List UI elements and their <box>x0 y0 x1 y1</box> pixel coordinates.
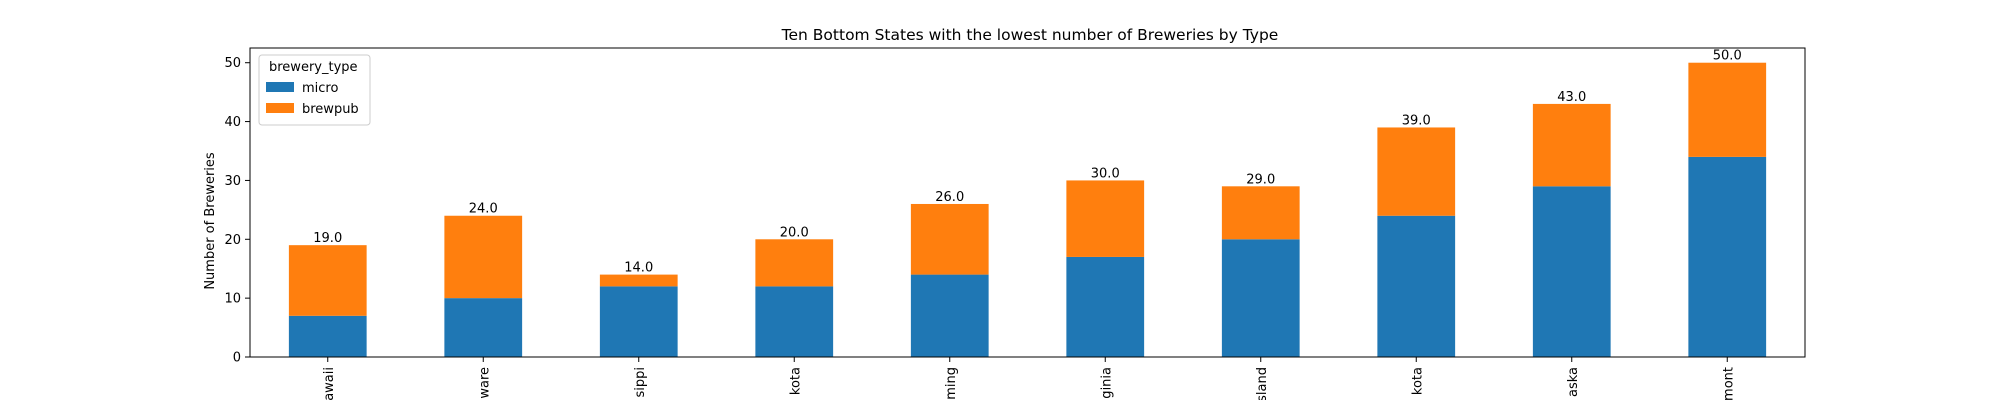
chart-title: Ten Bottom States with the lowest number… <box>781 26 1279 44</box>
total-label-0: 19.0 <box>313 231 342 246</box>
x-tick-label-7: kota <box>1410 367 1425 395</box>
bar-micro-1 <box>444 298 523 357</box>
y-tick-label-0: 0 <box>233 351 241 366</box>
total-label-9: 50.0 <box>1713 49 1742 64</box>
x-tick-label-0: awaii <box>322 367 337 400</box>
x-tick-label-8: aska <box>1566 367 1581 397</box>
bar-brewpub-0 <box>288 245 367 316</box>
bar-brewpub-2 <box>599 274 678 287</box>
total-label-8: 43.0 <box>1557 90 1586 105</box>
bar-micro-3 <box>755 286 834 357</box>
legend-label-micro: micro <box>302 81 338 96</box>
legend-title: brewery_type <box>269 60 358 75</box>
x-tick-label-1: ware <box>477 367 492 399</box>
x-tick-label-6: Island <box>1255 367 1270 400</box>
bar-micro-2 <box>599 286 678 357</box>
bar-brewpub-6 <box>1221 186 1300 240</box>
bar-brewpub-4 <box>910 203 989 275</box>
bar-micro-4 <box>910 274 989 357</box>
y-tick-label-3: 30 <box>224 174 241 189</box>
y-tick-label-1: 10 <box>224 292 241 307</box>
x-tick-label-2: sippi <box>633 367 648 398</box>
total-label-3: 20.0 <box>780 225 809 240</box>
total-label-4: 26.0 <box>935 190 964 205</box>
bar-brewpub-8 <box>1532 103 1611 187</box>
y-axis-label: Number of Breweries <box>203 152 218 290</box>
x-tick-label-9: mont <box>1721 367 1736 400</box>
bar-brewpub-3 <box>755 239 834 287</box>
axes-frame <box>249 47 1806 358</box>
total-label-5: 30.0 <box>1091 166 1120 181</box>
y-tick-label-5: 50 <box>224 56 241 71</box>
plot-area: 19.0 awaii 24.0 ware 14.0 sippi 20.0 kota 26.0 mi… <box>224 47 1806 400</box>
y-tick-label-2: 20 <box>224 233 241 248</box>
bar-brewpub-9 <box>1688 62 1767 157</box>
legend-label-brewpub: brewpub <box>302 102 359 117</box>
x-tick-label-3: kota <box>788 367 803 395</box>
total-label-6: 29.0 <box>1246 172 1275 187</box>
bar-micro-7 <box>1377 215 1456 357</box>
total-label-7: 39.0 <box>1402 113 1431 128</box>
bar-micro-5 <box>1066 256 1145 357</box>
bar-brewpub-5 <box>1066 180 1145 257</box>
total-label-2: 14.0 <box>624 261 653 276</box>
legend-swatch-micro <box>266 82 294 92</box>
total-label-1: 24.0 <box>469 202 498 217</box>
bar-micro-0 <box>288 315 367 357</box>
x-tick-label-5: ginia <box>1099 367 1114 399</box>
bar-micro-8 <box>1532 186 1611 357</box>
y-tick-label-4: 40 <box>224 115 241 130</box>
bar-micro-9 <box>1688 156 1767 357</box>
bar-brewpub-7 <box>1377 127 1456 216</box>
bar-brewpub-1 <box>444 215 523 299</box>
bar-micro-6 <box>1221 239 1300 357</box>
x-tick-label-4: ming <box>944 367 959 400</box>
legend-swatch-brewpub <box>266 103 294 113</box>
